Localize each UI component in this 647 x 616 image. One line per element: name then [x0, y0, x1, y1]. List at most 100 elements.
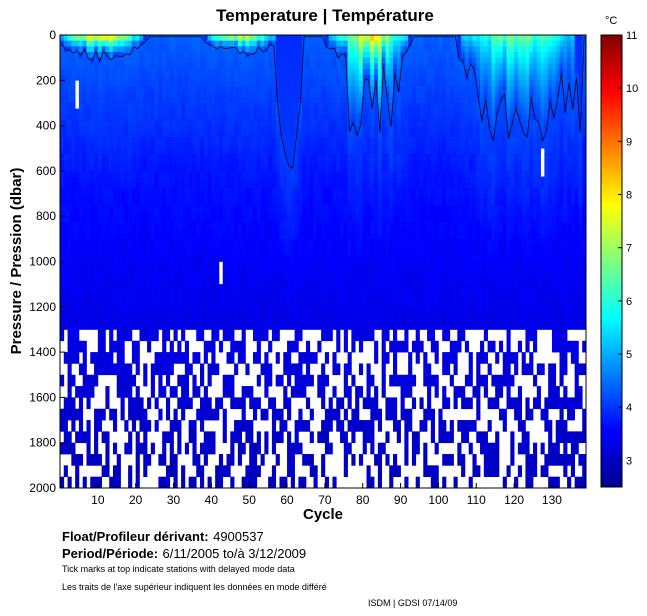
- heatmap-cell: [279, 46, 284, 53]
- heatmap-cell: [313, 148, 318, 155]
- heatmap-cell: [94, 278, 99, 285]
- heatmap-cell: [294, 386, 299, 393]
- heatmap-cell: [332, 216, 337, 223]
- heatmap-cell: [181, 46, 186, 53]
- heatmap-cell: [287, 35, 292, 42]
- heatmap-cell: [94, 437, 99, 444]
- heatmap-cell: [177, 420, 182, 427]
- heatmap-cell: [82, 357, 87, 364]
- heatmap-cell: [200, 153, 205, 160]
- heatmap-cell: [67, 476, 72, 483]
- heatmap-cell: [218, 454, 224, 461]
- heatmap-cell: [328, 46, 333, 53]
- heatmap-cell: [105, 323, 110, 330]
- heatmap-cell: [139, 306, 144, 313]
- heatmap-cell: [332, 312, 337, 319]
- heatmap-cell: [298, 114, 303, 121]
- heatmap-cell: [60, 238, 65, 245]
- heatmap-cell: [313, 85, 318, 92]
- heatmap-cell: [192, 63, 197, 70]
- heatmap-cell: [116, 40, 121, 47]
- heatmap-cell: [245, 272, 250, 279]
- heatmap-cell: [184, 193, 190, 200]
- heatmap-cell: [105, 306, 110, 313]
- heatmap-cell: [184, 210, 190, 217]
- heatmap-cell: [101, 340, 106, 347]
- heatmap-cell: [200, 125, 205, 132]
- heatmap-cell: [116, 278, 121, 285]
- heatmap-cell: [275, 216, 280, 223]
- heatmap-cell: [94, 114, 99, 121]
- heatmap-cell: [279, 255, 284, 262]
- heatmap-cell: [313, 261, 318, 268]
- heatmap-cell: [234, 187, 239, 194]
- heatmap-cell: [162, 63, 167, 70]
- heatmap-cell: [222, 210, 227, 217]
- chart-title: Temperature | Température: [216, 6, 434, 25]
- heatmap-cell: [90, 459, 95, 466]
- heatmap-cell: [252, 357, 258, 364]
- heatmap-cell: [128, 471, 133, 478]
- heatmap-cell: [245, 114, 250, 121]
- heatmap-cell: [116, 301, 121, 308]
- heatmap-cell: [211, 323, 216, 330]
- heatmap-cell: [230, 97, 235, 104]
- heatmap-cell: [207, 295, 212, 302]
- heatmap-cell: [162, 306, 167, 313]
- heatmap-cell: [124, 312, 129, 319]
- heatmap-cell: [112, 284, 118, 291]
- heatmap-cell: [249, 193, 254, 200]
- heatmap-cell: [124, 193, 129, 200]
- heatmap-cell: [135, 199, 140, 206]
- heatmap-cell: [245, 131, 250, 138]
- heatmap-cell: [234, 204, 239, 211]
- heatmap-cell: [94, 289, 99, 296]
- heatmap-cell: [112, 216, 118, 223]
- heatmap-cell: [237, 352, 242, 359]
- heatmap-cell: [287, 148, 292, 155]
- heatmap-cell: [124, 131, 129, 138]
- heatmap-cell: [294, 437, 299, 444]
- heatmap-cell: [128, 391, 133, 398]
- heatmap-cell: [328, 221, 333, 228]
- heatmap-cell: [173, 284, 178, 291]
- heatmap-cell: [215, 414, 220, 421]
- heatmap-cell: [252, 199, 258, 206]
- heatmap-cell: [150, 272, 155, 279]
- heatmap-cell: [147, 35, 152, 42]
- heatmap-cell: [112, 176, 118, 183]
- heatmap-cell: [203, 459, 208, 466]
- heatmap-cell: [226, 153, 231, 160]
- heatmap-cell: [230, 148, 235, 155]
- heatmap-cell: [101, 408, 106, 415]
- heatmap-cell: [336, 221, 341, 228]
- heatmap-cell: [97, 335, 102, 342]
- heatmap-cell: [218, 204, 224, 211]
- heatmap-cell: [343, 182, 348, 189]
- heatmap-cell: [169, 102, 174, 109]
- heatmap-cell: [188, 312, 193, 319]
- heatmap-cell: [317, 312, 322, 319]
- heatmap-cell: [97, 482, 102, 489]
- heatmap-cell: [309, 318, 314, 325]
- heatmap-cell: [124, 442, 129, 449]
- heatmap-cell: [165, 142, 171, 149]
- heatmap-cell: [260, 306, 265, 313]
- heatmap-cell: [101, 170, 106, 177]
- heatmap-cell: [128, 403, 133, 410]
- heatmap-cell: [215, 85, 220, 92]
- heatmap-cell: [328, 250, 333, 257]
- heatmap-cell: [135, 97, 140, 104]
- heatmap-cell: [218, 176, 224, 183]
- heatmap-cell: [112, 68, 118, 75]
- heatmap-cell: [192, 165, 197, 172]
- heatmap-cell: [143, 250, 148, 257]
- heatmap-cell: [192, 74, 197, 81]
- heatmap-cell: [120, 136, 125, 143]
- heatmap-cell: [116, 255, 121, 262]
- heatmap-cell: [162, 153, 167, 160]
- heatmap-cell: [169, 199, 174, 206]
- heatmap-cell: [116, 216, 121, 223]
- heatmap-cell: [124, 159, 129, 166]
- heatmap-cell: [196, 204, 201, 211]
